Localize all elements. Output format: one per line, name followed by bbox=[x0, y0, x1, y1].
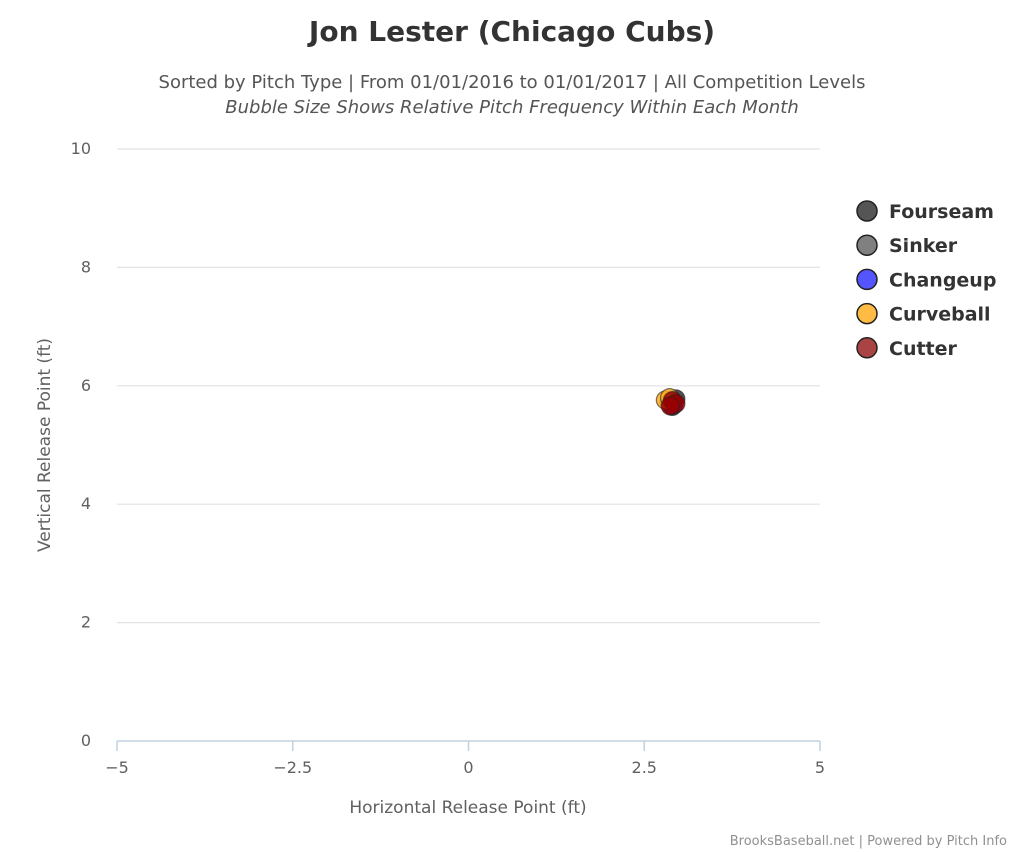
legend-label: Fourseam bbox=[889, 201, 994, 223]
legend-marker-icon bbox=[856, 200, 878, 222]
x-tick-label: 5 bbox=[815, 758, 825, 777]
legend-marker-icon bbox=[856, 234, 878, 256]
legend-label: Curveball bbox=[889, 304, 991, 326]
chart-subtitle-italic: Bubble Size Shows Relative Pitch Frequen… bbox=[225, 97, 798, 118]
point-cutter[interactable] bbox=[660, 396, 680, 416]
legend-item-fourseam[interactable]: Fourseam bbox=[856, 200, 994, 223]
x-tick-label: 0 bbox=[463, 758, 473, 777]
y-tick-label: 8 bbox=[81, 257, 91, 276]
y-tick-label: 10 bbox=[71, 139, 91, 158]
legend-item-changeup[interactable]: Changeup bbox=[856, 268, 996, 291]
legend-marker-icon bbox=[856, 302, 878, 325]
y-tick-label: 2 bbox=[81, 613, 91, 632]
x-axis-title: Horizontal Release Point (ft) bbox=[349, 798, 586, 818]
y-tick-label: 6 bbox=[81, 376, 91, 395]
legend-label: Sinker bbox=[889, 235, 958, 257]
x-axis-ticks: −5 −2.5 0 2.5 5 bbox=[105, 741, 825, 777]
x-tick-label: 2.5 bbox=[632, 758, 657, 777]
grid-lines bbox=[117, 148, 820, 624]
y-tick-label: 0 bbox=[81, 731, 91, 750]
chart-subtitle: Sorted by Pitch Type | From 01/01/2016 t… bbox=[159, 72, 866, 93]
y-axis-ticks: 0 2 4 6 8 10 bbox=[71, 139, 91, 750]
chart-title: Jon Lester (Chicago Cubs) bbox=[307, 15, 715, 48]
legend-marker-icon bbox=[856, 268, 878, 291]
legend-label: Cutter bbox=[889, 338, 958, 360]
legend: Fourseam Sinker Changeup Curveball Cutter bbox=[856, 200, 996, 360]
y-axis-title: Vertical Release Point (ft) bbox=[35, 338, 55, 552]
x-tick-label: −2.5 bbox=[273, 758, 312, 777]
x-tick-label: −5 bbox=[105, 758, 129, 777]
data-points bbox=[655, 388, 686, 417]
y-tick-label: 4 bbox=[81, 494, 91, 513]
legend-item-cutter[interactable]: Cutter bbox=[856, 337, 958, 360]
legend-label: Changeup bbox=[889, 269, 996, 291]
credits-text[interactable]: BrooksBaseball.net | Powered by Pitch In… bbox=[730, 834, 1007, 849]
legend-item-sinker[interactable]: Sinker bbox=[856, 234, 958, 257]
legend-item-curveball[interactable]: Curveball bbox=[856, 302, 991, 326]
legend-marker-icon bbox=[856, 337, 878, 359]
